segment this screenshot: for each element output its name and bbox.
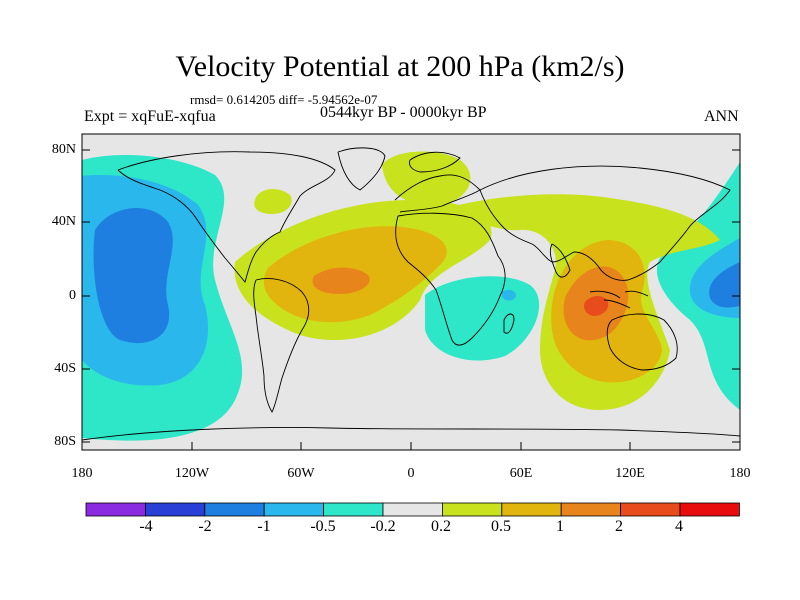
greenland-contour-low <box>254 188 292 215</box>
colorbar <box>85 502 740 517</box>
colorbar-label: 4 <box>675 518 683 535</box>
colorbar-swatch <box>323 502 384 517</box>
lat-label-40n: 40N <box>51 214 76 229</box>
lat-label-0: 0 <box>69 288 76 303</box>
colorbar-swatch <box>560 502 622 517</box>
colorbar-swatch <box>204 502 265 517</box>
pacific-west-contour-core <box>93 208 173 344</box>
map-field <box>82 134 740 450</box>
colorbar-label: -4 <box>139 518 153 535</box>
axis-ticks <box>82 149 740 450</box>
colorbar-swatch <box>620 502 681 517</box>
colorbar-swatch <box>501 502 562 517</box>
lon-label-0: 0 <box>407 466 415 481</box>
map-title: Velocity Potential at 200 hPa (km2/s) <box>175 50 625 83</box>
colorbar-swatch <box>85 502 146 517</box>
colorbar-label: -0.5 <box>310 518 336 535</box>
colorbar-label: 2 <box>615 518 623 535</box>
lat-label-80s: 80S <box>54 434 76 449</box>
coastlines <box>82 147 740 441</box>
lat-label-80n: 80N <box>51 142 76 157</box>
colorbar-swatch <box>263 502 325 517</box>
colorbar-label: 0.2 <box>431 518 451 535</box>
colorbar-label: -1 <box>257 518 271 535</box>
colorbar-label: -2 <box>198 518 212 535</box>
atlantic-contour-high <box>312 267 370 294</box>
colorbar-label: 0.5 <box>491 518 511 535</box>
colorbar-swatch <box>144 502 206 517</box>
colorbar-label: 1 <box>556 518 564 535</box>
colorbar-swatch <box>679 502 740 517</box>
indopacific-contour-peak <box>584 296 609 316</box>
colorbar-swatch <box>382 502 443 517</box>
lon-label-60w: 60W <box>287 466 315 481</box>
experiment-label: Expt = xqFuE-xqfua <box>84 108 216 125</box>
colorbar-label: -0.2 <box>370 518 396 535</box>
lon-label-120w: 120W <box>174 466 210 481</box>
africa-contour-mid <box>502 289 516 301</box>
lon-label-120e: 120E <box>615 466 645 481</box>
lat-label-40s: 40S <box>54 361 76 376</box>
season-label: ANN <box>704 108 739 125</box>
lon-label-180w: 180 <box>71 466 93 481</box>
colorbar-swatch <box>441 502 503 517</box>
period-label: 0544kyr BP - 0000kyr BP <box>320 104 487 121</box>
lon-label-60e: 60E <box>509 466 533 481</box>
lon-label-180e: 180 <box>729 466 751 481</box>
stats-text: rmsd= 0.614205 diff= -5.94562e-07 <box>190 92 378 107</box>
